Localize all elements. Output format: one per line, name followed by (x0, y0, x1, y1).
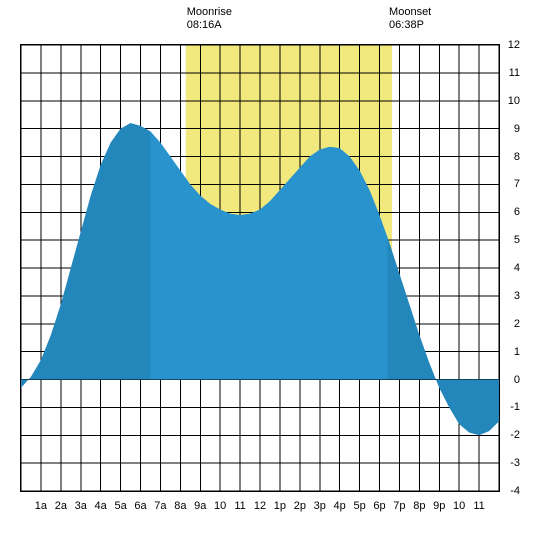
y-tick-label: 6 (502, 206, 520, 218)
y-tick-label: 0 (502, 374, 520, 386)
x-tick-label: 2p (294, 500, 306, 512)
y-tick-label: 2 (502, 318, 520, 330)
x-tick-label: 5a (114, 500, 126, 512)
moonset-label: Moonset (389, 6, 431, 18)
x-tick-label: 2a (55, 500, 67, 512)
y-tick-label: 9 (502, 123, 520, 135)
x-tick-label: 1a (35, 500, 47, 512)
x-tick-label: 11 (234, 500, 245, 512)
x-tick-label: 3a (75, 500, 87, 512)
x-tick-label: 9a (194, 500, 206, 512)
x-tick-label: 6p (373, 500, 385, 512)
x-tick-label: 9p (433, 500, 445, 512)
plot-svg (21, 45, 499, 491)
x-tick-label: 4a (95, 500, 107, 512)
moonrise-header: Moonrise 08:16A (187, 6, 232, 32)
y-tick-label: -3 (502, 457, 520, 469)
y-tick-label: 7 (502, 178, 520, 190)
x-tick-label: 8a (174, 500, 186, 512)
x-tick-label: 3p (314, 500, 326, 512)
y-tick-label: 11 (502, 67, 520, 79)
y-tick-label: 10 (502, 95, 520, 107)
moonrise-label: Moonrise (187, 6, 232, 18)
y-tick-label: -4 (502, 485, 520, 497)
moonset-time: 06:38P (389, 19, 424, 31)
x-tick-label: 4p (334, 500, 346, 512)
y-tick-label: -1 (502, 401, 520, 413)
x-tick-label: 11 (473, 500, 484, 512)
x-tick-label: 10 (453, 500, 465, 512)
x-tick-label: 6a (134, 500, 146, 512)
moonrise-time: 08:16A (187, 19, 222, 31)
tide-chart: Moonrise 08:16A Moonset 06:38P 121110987… (0, 0, 550, 550)
moonset-header: Moonset 06:38P (389, 6, 431, 32)
y-tick-label: 5 (502, 234, 520, 246)
x-tick-label: 10 (214, 500, 226, 512)
y-tick-label: 3 (502, 290, 520, 302)
y-tick-label: 12 (502, 39, 520, 51)
x-tick-label: 12 (254, 500, 266, 512)
y-tick-label: -2 (502, 429, 520, 441)
y-tick-label: 1 (502, 346, 520, 358)
y-tick-label: 4 (502, 262, 520, 274)
x-tick-label: 1p (274, 500, 286, 512)
x-tick-label: 7a (154, 500, 166, 512)
x-tick-label: 5p (353, 500, 365, 512)
x-tick-label: 8p (413, 500, 425, 512)
plot-area (20, 44, 500, 492)
y-tick-label: 8 (502, 151, 520, 163)
x-tick-label: 7p (393, 500, 405, 512)
